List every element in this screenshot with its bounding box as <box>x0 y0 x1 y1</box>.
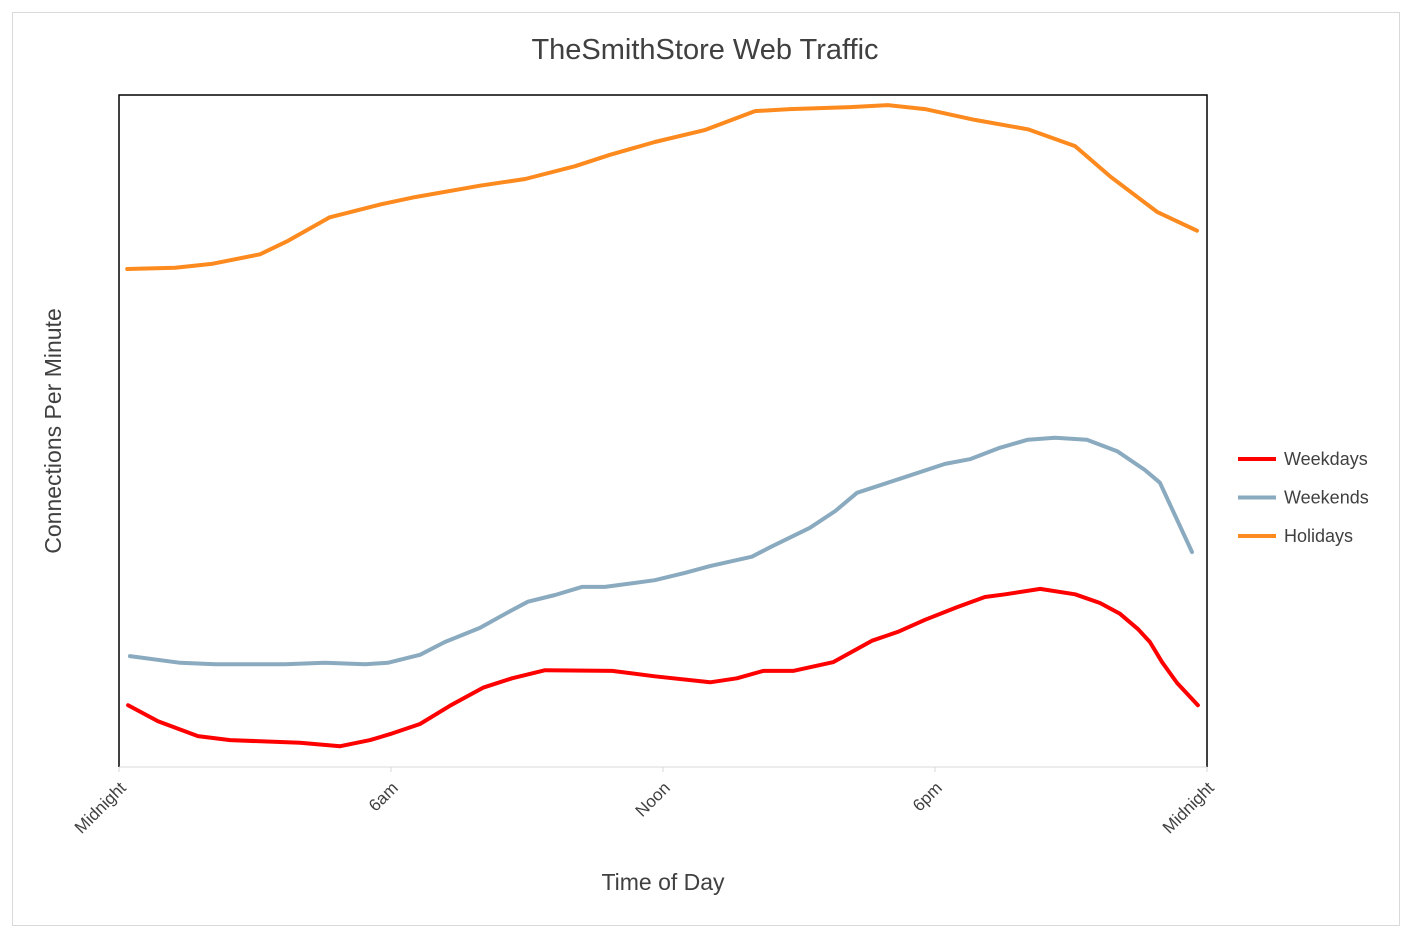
legend-label-holidays: Holidays <box>1284 526 1353 546</box>
legend-label-weekdays: Weekdays <box>1284 449 1368 469</box>
y-axis-label: Connections Per Minute <box>40 308 66 553</box>
series-line-weekdays <box>126 586 1200 749</box>
chart-title: TheSmithStore Web Traffic <box>531 34 878 66</box>
legend-label-weekends: Weekends <box>1284 488 1369 508</box>
series-line-holidays <box>125 103 1199 271</box>
chart-border <box>12 12 1400 926</box>
plot-area-frame <box>118 94 1208 767</box>
x-axis-label: Time of Day <box>601 869 725 895</box>
series-line-weekends <box>127 435 1194 667</box>
